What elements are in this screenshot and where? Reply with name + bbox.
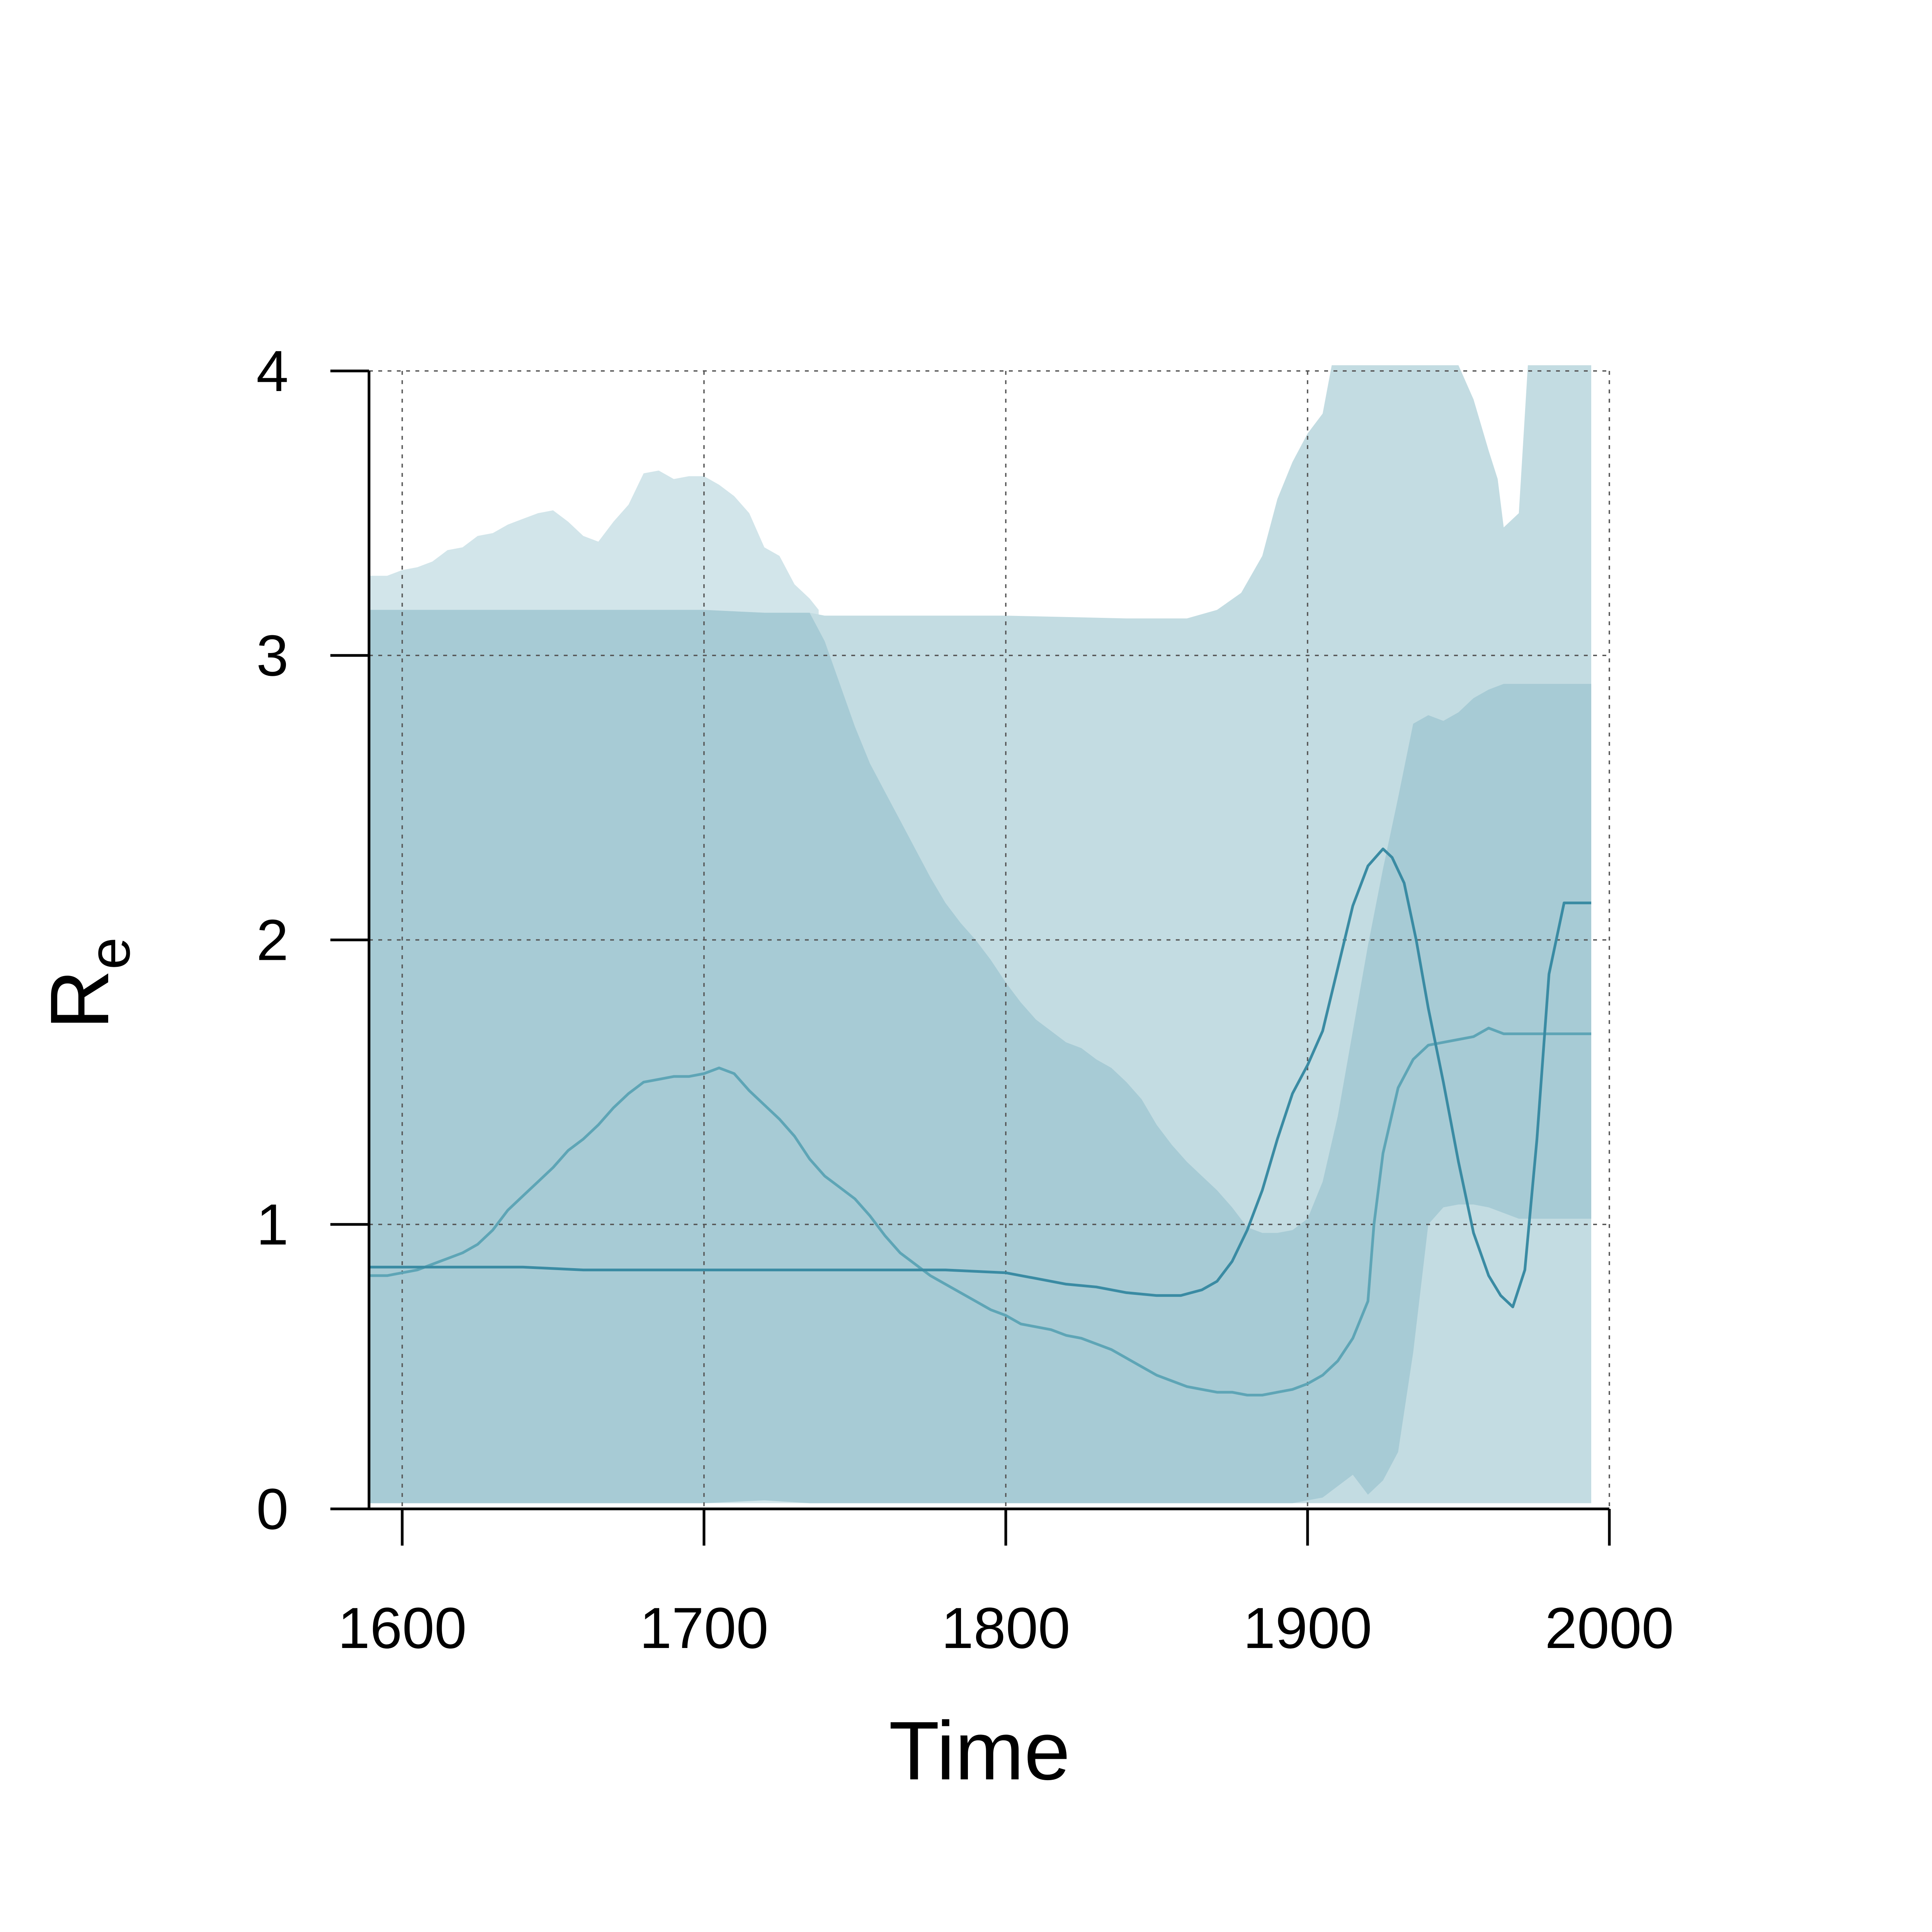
grid-lines (369, 370, 1610, 1509)
y-tick-label-2: 2 (256, 908, 288, 973)
x-tick-label-1600: 1600 (338, 1595, 467, 1660)
x-tick-label-1700: 1700 (639, 1595, 769, 1660)
series-lines (369, 847, 1592, 1396)
confidence-bands (369, 365, 1592, 1503)
y-tick-label-0: 0 (256, 1476, 288, 1541)
series-line-1 (369, 1027, 1592, 1396)
y-axis-label-main: R (33, 969, 126, 1029)
x-tick-label-1800: 1800 (941, 1595, 1070, 1660)
x-axis-label: Time (889, 1704, 1070, 1797)
y-tick-label-3: 3 (256, 623, 288, 688)
x-tick-label-1900: 1900 (1243, 1595, 1372, 1660)
tick-labels: 1600 1700 1800 1900 2000 0 1 2 3 4 (256, 338, 1674, 1660)
x-tick-label-2000: 2000 (1545, 1595, 1674, 1660)
series-line-2 (369, 847, 1592, 1308)
axes (330, 369, 1611, 1546)
y-tick-label-1: 1 (256, 1192, 288, 1257)
y-tick-label-4: 4 (256, 338, 288, 403)
band-3 (369, 610, 1592, 1503)
y-axis-label-subscript: e (77, 937, 142, 969)
y-axis-label: Re (33, 937, 142, 1030)
